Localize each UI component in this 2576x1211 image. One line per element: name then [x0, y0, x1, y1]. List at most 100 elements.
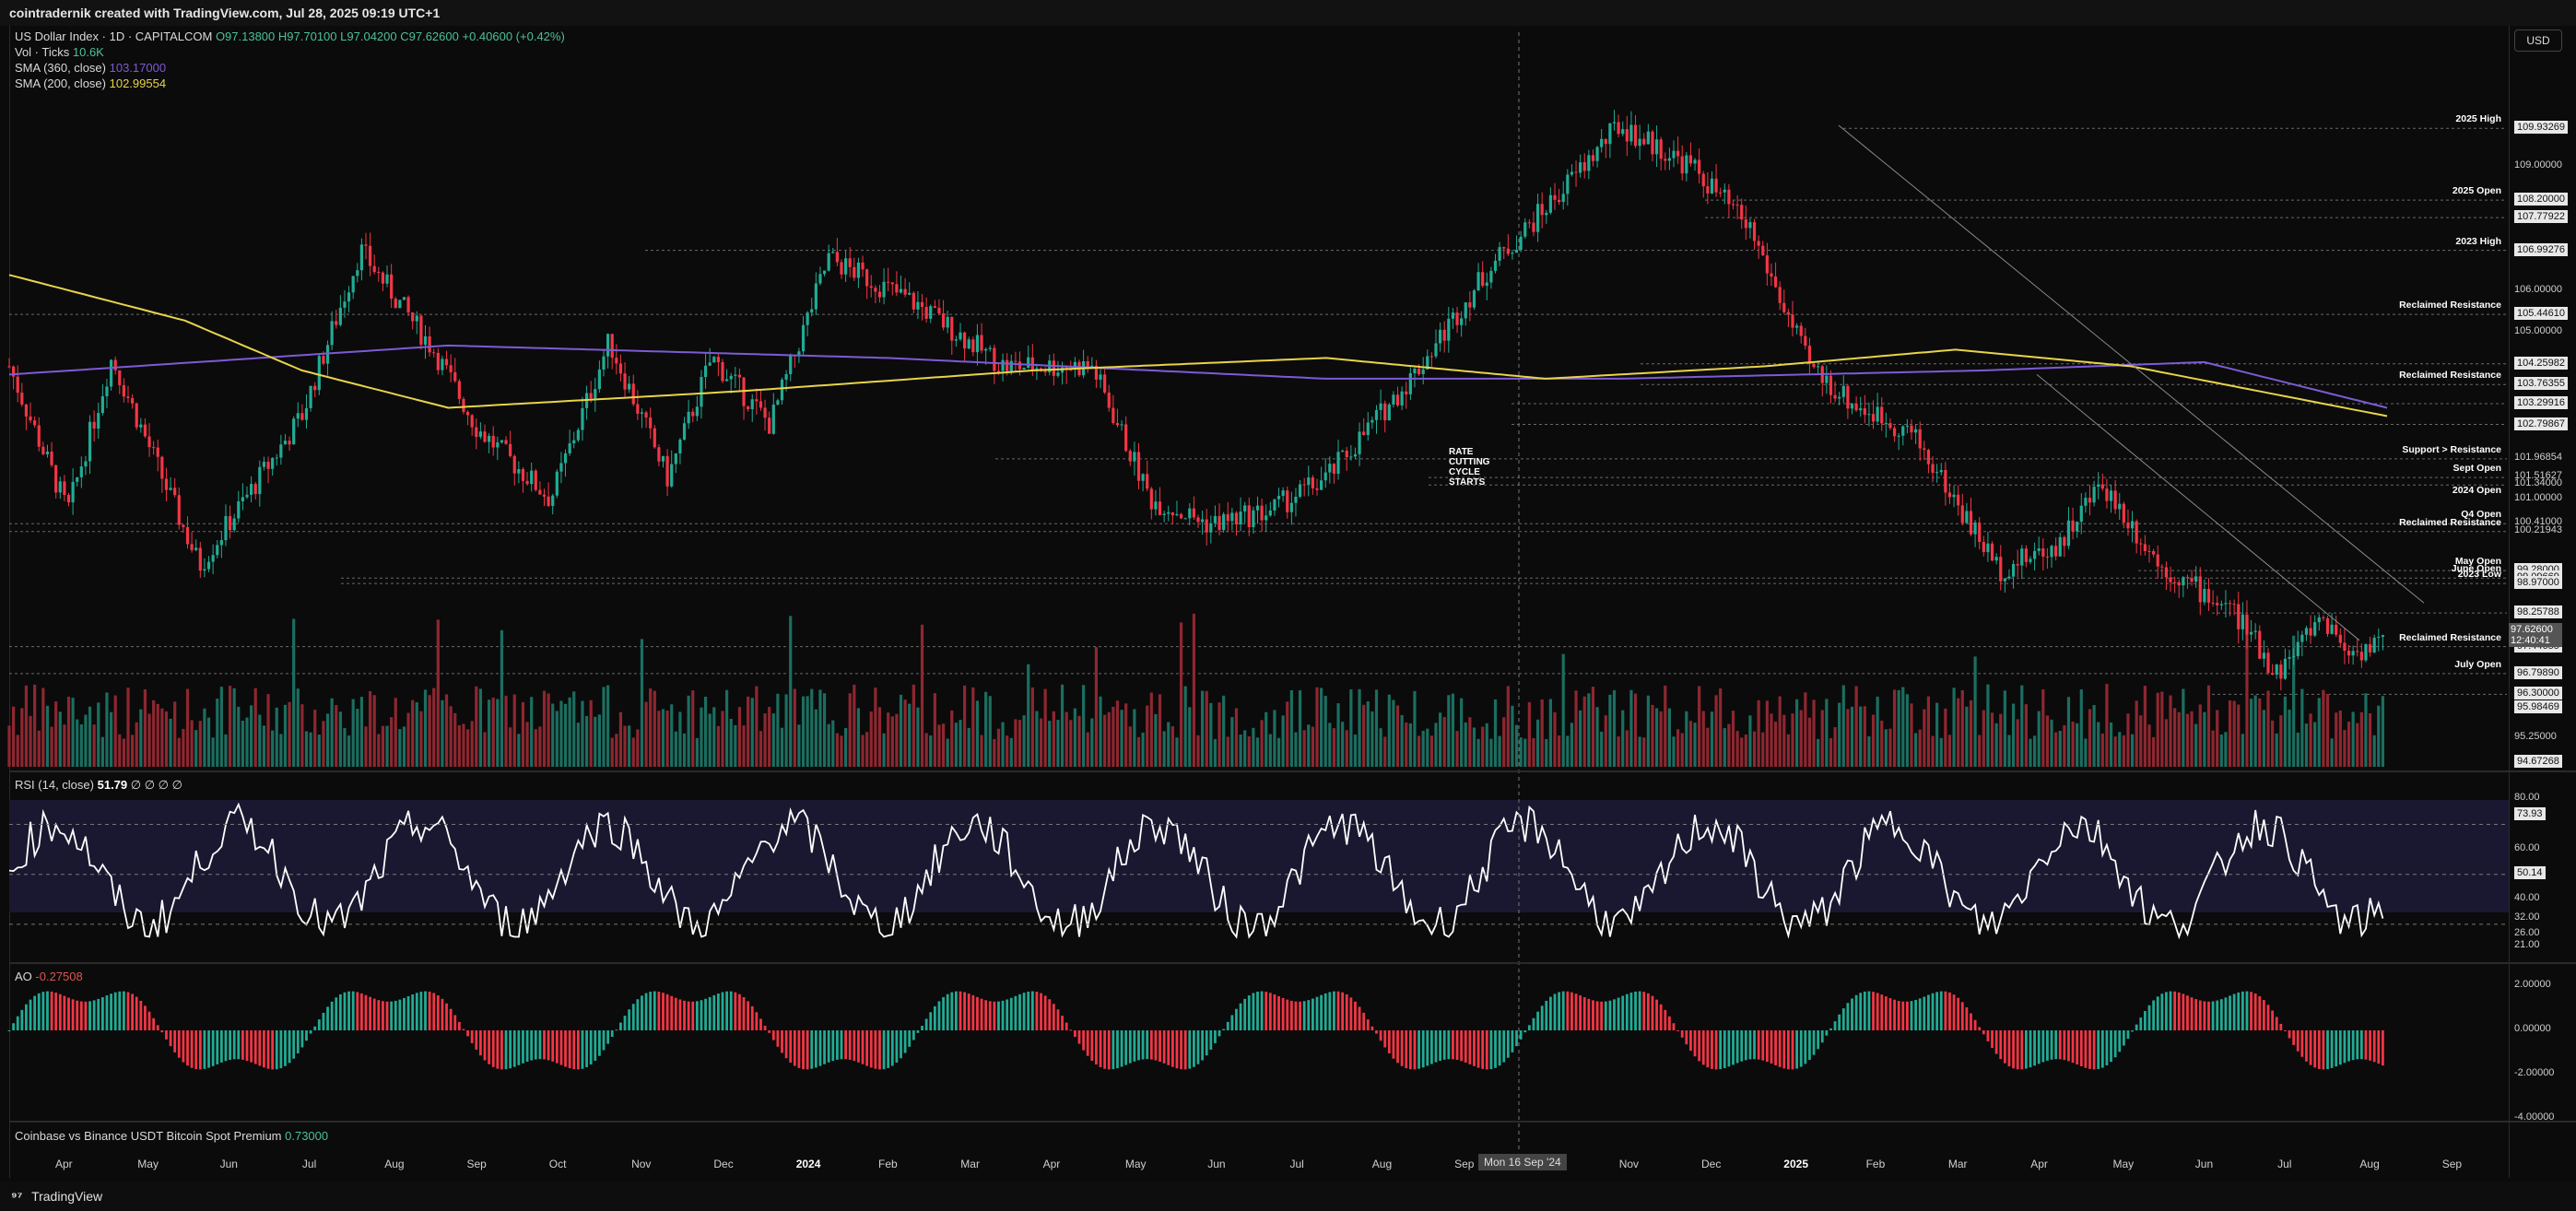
rsi-scale-label: 26.00: [2514, 926, 2540, 938]
rsi-value: 51.79: [97, 778, 128, 792]
level-label: May Open: [2454, 556, 2501, 568]
rate-cut-annotation: RATE CUTTING CYCLE STARTS: [1449, 447, 1513, 488]
price-scale-label: 107.77922: [2514, 210, 2568, 224]
close-value: C97.62600: [400, 29, 459, 43]
symbol-legend[interactable]: US Dollar Index · 1D · CAPITALCOM O97.13…: [15, 29, 565, 43]
level-label: July Open: [2454, 658, 2501, 670]
price-scale-label: 100.41000: [2514, 516, 2562, 528]
sma200-label: SMA (200, close): [15, 76, 106, 90]
ao-scale-label: -2.00000: [2514, 1067, 2555, 1078]
level-label: 2025 Open: [2452, 185, 2501, 197]
price-candles: [7, 110, 2384, 691]
level-label: 2025 High: [2455, 113, 2501, 125]
rsi-scale-label: 40.00: [2514, 891, 2540, 903]
change-value: +0.40600 (+0.42%): [462, 29, 565, 43]
time-axis-label: May: [137, 1158, 159, 1170]
price-scale-label: 96.79890: [2514, 665, 2562, 679]
price-scale-label: 101.00000: [2514, 491, 2562, 503]
price-scale-label: 94.67268: [2514, 754, 2562, 768]
rsi-scale-label: 73.93: [2514, 806, 2546, 820]
ao-label: AO: [15, 970, 32, 983]
time-axis-label: Mar: [960, 1158, 980, 1170]
level-label: Reclaimed Resistance: [2399, 370, 2501, 382]
rate-cut-text: RATE CUTTING CYCLE STARTS: [1449, 447, 1490, 488]
pane-divider-rsi[interactable]: [9, 770, 2576, 772]
price-scale-label: 109.00000: [2514, 159, 2562, 171]
level-label: Reclaimed Resistance: [2399, 516, 2501, 528]
currency-button[interactable]: USD: [2514, 29, 2562, 52]
level-label: 2024 Open: [2452, 484, 2501, 496]
pane-divider-ao[interactable]: [9, 962, 2576, 964]
price-scale-label: 102.79867: [2514, 417, 2568, 430]
time-axis-label: Dec: [1701, 1158, 1722, 1170]
pane-divider-premium[interactable]: [9, 1121, 2576, 1123]
price-scale-label: 105.44610: [2514, 307, 2568, 321]
time-axis-label: May: [2112, 1158, 2135, 1170]
rsi-scale-label: 80.00: [2514, 792, 2540, 804]
price-scale-label: 106.99276: [2514, 242, 2568, 256]
current-price: 97.62600: [2511, 624, 2553, 635]
time-axis[interactable]: Apr May Jun Jul Aug Sep Oct Nov Dec 2024 Feb Mar Apr…: [9, 1158, 2509, 1176]
rsi-legend[interactable]: RSI (14, close) 51.79 ∅ ∅ ∅ ∅: [15, 778, 182, 793]
premium-scale-label: -4.00000: [2514, 1111, 2555, 1123]
price-scale-label: 98.97000: [2514, 576, 2562, 590]
trendline: [1838, 124, 2425, 604]
premium-legend[interactable]: Coinbase vs Binance USDT Bitcoin Spot Pr…: [15, 1129, 328, 1143]
trendlines: [1838, 124, 2425, 641]
time-axis-label: Jun: [219, 1158, 238, 1170]
price-scale-label: 105.00000: [2514, 325, 2562, 337]
time-axis-label: Jul: [1289, 1158, 1304, 1170]
level-label: Q4 Open: [2461, 509, 2501, 521]
time-axis-label: Apr: [55, 1158, 73, 1170]
sma360-legend[interactable]: SMA (360, close) 103.17000: [15, 61, 166, 75]
low-value: L97.04200: [340, 29, 397, 43]
open-value: O97.13800: [215, 29, 276, 43]
price-scale-label: 95.25000: [2514, 730, 2557, 742]
level-label: Reclaimed Resistance: [2399, 631, 2501, 643]
chart-area[interactable]: [9, 26, 2508, 1178]
high-value: H97.70100: [277, 29, 337, 43]
price-scale-label: 101.51627: [2514, 470, 2562, 482]
trendline: [2036, 374, 2360, 641]
header-title: cointradernik created with TradingView.c…: [9, 6, 441, 20]
volume-legend[interactable]: Vol · Ticks 10.6K: [15, 45, 104, 59]
ao-histogram: [7, 991, 2384, 1070]
footer-bar: ⁹⁷ TradingView: [0, 1182, 2576, 1211]
time-axis-label: Nov: [631, 1158, 652, 1170]
volume-value: 10.6K: [72, 45, 104, 59]
rsi-extra: ∅ ∅ ∅ ∅: [130, 778, 182, 792]
volume-bars: [7, 613, 2384, 767]
price-scale-label: 98.25788: [2514, 606, 2562, 619]
level-label: Reclaimed Resistance: [2399, 300, 2501, 312]
rsi-scale-label: 21.00: [2514, 939, 2540, 951]
time-axis-label: Feb: [878, 1158, 898, 1170]
price-scale-label: 95.98469: [2514, 700, 2562, 713]
price-scale-label: 96.30000: [2514, 687, 2562, 700]
time-axis-label: Jun: [1207, 1158, 1226, 1170]
price-scale-label: 106.00000: [2514, 284, 2562, 296]
sma360-value: 103.17000: [109, 61, 167, 75]
rsi-line: [8, 802, 2384, 940]
time-axis-label: Apr: [2030, 1158, 2048, 1170]
price-scale-label: 103.29916: [2514, 396, 2568, 409]
time-axis-label: Sep: [2441, 1158, 2463, 1170]
time-axis-label: Mar: [1947, 1158, 1968, 1170]
price-scale-label: 109.93269: [2514, 121, 2568, 135]
sma360-label: SMA (360, close): [15, 61, 106, 75]
rsi-label: RSI (14, close): [15, 778, 94, 792]
time-axis-label: Sep: [1454, 1158, 1475, 1170]
time-axis-label: Jul: [301, 1158, 317, 1170]
time-axis-label: Nov: [1618, 1158, 1640, 1170]
bar-countdown: 12:40:41: [2511, 635, 2550, 646]
level-label: June Open: [2451, 563, 2501, 575]
brand-name: TradingView: [31, 1189, 103, 1204]
tradingview-logo-icon: ⁹⁷: [11, 1189, 23, 1204]
time-axis-label: Apr: [1042, 1158, 1061, 1170]
time-axis-label: Aug: [384, 1158, 405, 1170]
time-axis-label: Feb: [1865, 1158, 1886, 1170]
sma200-legend[interactable]: SMA (200, close) 102.99554: [15, 76, 166, 90]
time-axis-label: Oct: [548, 1158, 567, 1170]
ao-legend[interactable]: AO -0.27508: [15, 970, 83, 983]
price-scale-label: 103.76355: [2514, 377, 2568, 391]
